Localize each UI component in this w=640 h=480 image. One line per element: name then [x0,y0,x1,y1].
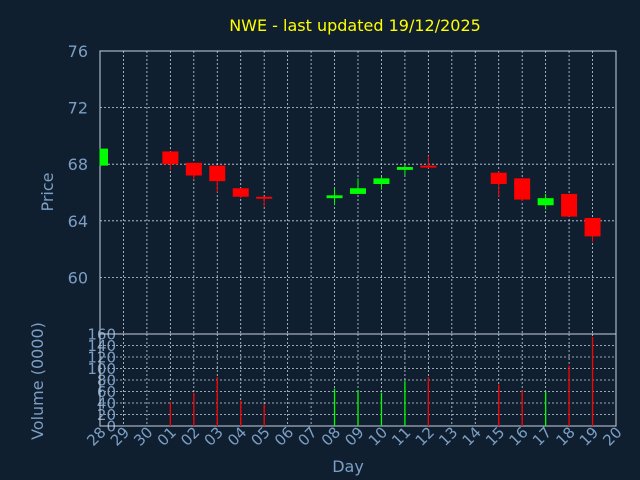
volume-tick-label: 120 [87,349,116,367]
x-tick-label: 12 [412,423,438,449]
x-tick-label: 15 [482,423,508,449]
x-tick-label: 03 [201,423,227,449]
x-tick-label: 05 [248,423,274,449]
x-tick-label: 16 [506,423,532,449]
price-axis-label: Price [38,172,57,211]
candle-body [209,165,226,182]
candle-body [537,198,554,206]
price-tick-label: 60 [68,268,88,287]
price-tick-label: 68 [68,155,88,174]
x-tick-label: 14 [459,423,485,449]
x-tick-label: 30 [130,423,156,449]
price-tick-label: 76 [68,42,88,61]
candle-body [162,151,179,165]
volume-tick-label: 80 [97,372,116,390]
volume-tick-label: 60 [97,383,116,401]
x-tick-label: 07 [294,423,320,449]
x-tick-label: 02 [177,423,203,449]
candle-body [420,165,437,168]
candle-body [100,148,108,166]
x-tick-label: 06 [271,423,297,449]
x-tick-labels: 2829300102030405060708091011121314151617… [83,423,625,449]
candle-body [584,217,601,237]
x-tick-label: 20 [599,423,625,449]
candle-body [350,188,366,194]
x-tick-label: 09 [341,423,367,449]
candle-body [185,162,202,176]
volume-tick-label: 40 [97,395,116,413]
x-tick-label: 10 [365,423,391,449]
x-tick-label: 17 [529,423,555,449]
x-tick-label: 13 [435,423,461,449]
x-tick-label: 01 [154,423,180,449]
candle-body [373,178,390,185]
x-tick-label: 19 [576,423,602,449]
x-tick-label: 08 [318,423,344,449]
price-panel: 60 64 68 72 76 [68,42,617,335]
x-tick-label: 18 [552,423,578,449]
candle-body [514,178,531,200]
candle-body [396,167,413,170]
candle-body [256,196,273,199]
x-axis-label: Day [332,457,364,476]
price-tick-label: 72 [68,99,88,118]
price-tick-label: 64 [68,212,88,231]
candle-body [326,195,343,199]
candle-body [561,193,578,217]
chart-title: NWE - last updated 19/12/2025 [229,16,481,35]
x-tick-label: 11 [388,423,414,449]
candle-body [490,172,507,185]
x-tick-label: 04 [224,423,250,449]
volume-tick-label: 140 [87,337,116,355]
volume-tick-label: 100 [87,360,116,378]
volume-axis-label: Volume (0000) [28,322,47,440]
candle-body [232,188,249,197]
volume-tick-label: 20 [97,406,116,424]
